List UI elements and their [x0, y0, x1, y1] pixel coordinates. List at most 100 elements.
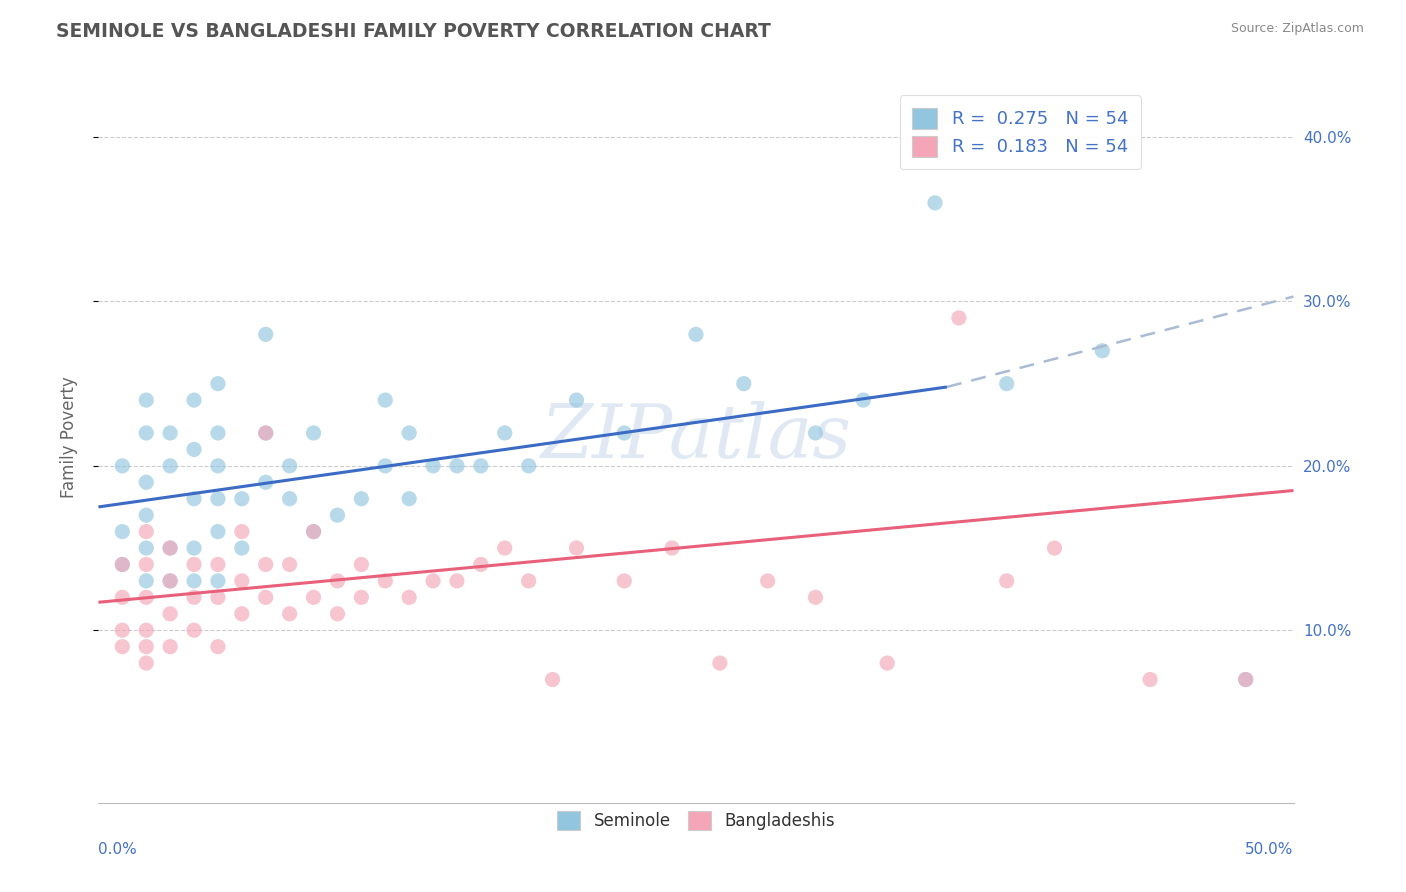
Point [254, 425, 277, 440]
Point [302, 591, 325, 605]
Point [159, 574, 181, 588]
Point [135, 558, 157, 572]
Point [183, 541, 205, 555]
Point [183, 393, 205, 408]
Point [135, 475, 157, 490]
Point [374, 574, 396, 588]
Point [494, 425, 516, 440]
Point [948, 310, 970, 325]
Point [565, 541, 588, 555]
Point [350, 591, 373, 605]
Point [876, 656, 898, 670]
Point [159, 607, 181, 621]
Point [350, 491, 373, 506]
Point [613, 425, 636, 440]
Point [231, 491, 253, 506]
Point [302, 524, 325, 539]
Point [541, 673, 564, 687]
Point [613, 574, 636, 588]
Point [398, 591, 420, 605]
Point [135, 656, 157, 670]
Point [995, 574, 1018, 588]
Point [278, 458, 301, 473]
Point [398, 425, 420, 440]
Point [207, 425, 229, 440]
Point [135, 624, 157, 638]
Point [207, 591, 229, 605]
Point [231, 524, 253, 539]
Point [111, 640, 134, 654]
Point [159, 541, 181, 555]
Point [350, 558, 373, 572]
Text: ZIPatlas: ZIPatlas [540, 401, 852, 474]
Y-axis label: Family Poverty: Family Poverty [59, 376, 77, 498]
Point [756, 574, 779, 588]
Point [326, 607, 349, 621]
Point [278, 607, 301, 621]
Point [446, 574, 468, 588]
Text: Source: ZipAtlas.com: Source: ZipAtlas.com [1230, 22, 1364, 36]
Point [302, 425, 325, 440]
Point [207, 524, 229, 539]
Point [470, 558, 492, 572]
Point [111, 558, 134, 572]
Point [1139, 673, 1161, 687]
Point [254, 425, 277, 440]
Point [111, 458, 134, 473]
Point [183, 558, 205, 572]
Point [207, 491, 229, 506]
Point [111, 591, 134, 605]
Point [517, 458, 540, 473]
Text: 50.0%: 50.0% [1246, 842, 1294, 856]
Point [804, 591, 827, 605]
Point [231, 574, 253, 588]
Point [135, 640, 157, 654]
Point [183, 591, 205, 605]
Point [924, 195, 946, 210]
Point [278, 558, 301, 572]
Point [135, 541, 157, 555]
Point [685, 327, 707, 342]
Point [374, 458, 396, 473]
Point [207, 574, 229, 588]
Point [207, 558, 229, 572]
Legend: Seminole, Bangladeshis: Seminole, Bangladeshis [548, 803, 844, 838]
Point [565, 393, 588, 408]
Point [254, 558, 277, 572]
Point [661, 541, 683, 555]
Point [111, 524, 134, 539]
Point [1043, 541, 1066, 555]
Point [135, 524, 157, 539]
Point [494, 541, 516, 555]
Point [159, 640, 181, 654]
Point [111, 624, 134, 638]
Text: SEMINOLE VS BANGLADESHI FAMILY POVERTY CORRELATION CHART: SEMINOLE VS BANGLADESHI FAMILY POVERTY C… [56, 22, 770, 41]
Point [517, 574, 540, 588]
Text: 0.0%: 0.0% [98, 842, 138, 856]
Point [183, 442, 205, 457]
Point [422, 458, 444, 473]
Point [183, 574, 205, 588]
Point [207, 458, 229, 473]
Point [254, 327, 277, 342]
Point [374, 393, 396, 408]
Point [183, 624, 205, 638]
Point [422, 574, 444, 588]
Point [111, 558, 134, 572]
Point [852, 393, 875, 408]
Point [231, 541, 253, 555]
Point [1234, 673, 1257, 687]
Point [398, 491, 420, 506]
Point [733, 376, 755, 391]
Point [254, 475, 277, 490]
Point [1091, 343, 1114, 358]
Point [470, 458, 492, 473]
Point [159, 541, 181, 555]
Point [159, 458, 181, 473]
Point [231, 607, 253, 621]
Point [183, 491, 205, 506]
Point [302, 524, 325, 539]
Point [326, 574, 349, 588]
Point [1234, 673, 1257, 687]
Point [709, 656, 731, 670]
